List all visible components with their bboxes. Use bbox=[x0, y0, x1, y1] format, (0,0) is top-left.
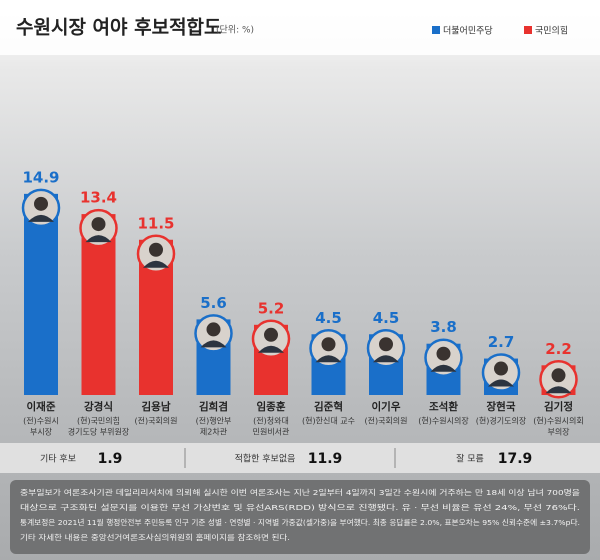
category-label: 이기우 bbox=[372, 400, 401, 413]
chart-title: 수원시장 여야 후보적합도 bbox=[16, 17, 222, 39]
photo-head bbox=[551, 368, 566, 383]
others-value: 11.9 bbox=[308, 451, 343, 467]
category-description: (현)수원시의장 bbox=[418, 416, 469, 426]
category-description: (현)수원시의회 bbox=[533, 416, 583, 426]
category-label: 장현국 bbox=[487, 400, 516, 413]
category-label: 김용남 bbox=[142, 400, 171, 413]
photo-head bbox=[494, 361, 508, 376]
others-label: 적합한 후보없음 bbox=[235, 453, 296, 465]
bar bbox=[24, 193, 58, 395]
header-band bbox=[0, 0, 600, 55]
category-description: (전)수원시 bbox=[23, 416, 59, 426]
category-label: 김준혁 bbox=[314, 400, 343, 413]
photo-body bbox=[85, 235, 112, 243]
photo-head bbox=[436, 346, 451, 361]
category-label: 이재준 bbox=[27, 400, 56, 413]
category-description: (전)행안부 bbox=[196, 416, 232, 426]
category-description: 경기도당 부위원장 bbox=[68, 427, 130, 437]
note-box bbox=[10, 480, 590, 554]
photo-head bbox=[206, 322, 221, 337]
value-label: 11.5 bbox=[137, 214, 174, 232]
legend-swatch bbox=[432, 26, 440, 34]
photo-body bbox=[373, 355, 399, 363]
photo-body bbox=[28, 214, 54, 222]
photo-body bbox=[545, 386, 572, 394]
photo-head bbox=[379, 337, 393, 352]
photo-head bbox=[91, 217, 106, 232]
value-label: 2.2 bbox=[545, 340, 572, 358]
photo-body bbox=[430, 364, 457, 372]
photo-head bbox=[264, 327, 278, 342]
note-line: 기타 자세한 내용은 중앙선거여론조사심의위원회 홈페이지를 참조하면 된다. bbox=[20, 533, 290, 542]
photo-head bbox=[149, 242, 163, 257]
photo-body bbox=[315, 355, 342, 363]
value-label: 4.5 bbox=[373, 309, 400, 327]
value-label: 14.9 bbox=[22, 168, 59, 186]
note-line: 통계보정은 2021년 11월 행정안전부 주민등록 인구 기준 성별 · 연령… bbox=[20, 518, 580, 527]
photo-body bbox=[143, 260, 169, 268]
category-description: (현)국민의힘 bbox=[77, 416, 120, 426]
photo-body bbox=[488, 379, 514, 387]
others-value: 1.9 bbox=[98, 451, 123, 467]
unit-label: (단위: %) bbox=[216, 25, 254, 36]
category-label: 조석환 bbox=[429, 400, 458, 413]
value-label: 3.8 bbox=[430, 318, 457, 336]
category-description: (전)국회의원 bbox=[134, 416, 177, 426]
value-label: 5.6 bbox=[200, 294, 227, 312]
note-line: 대상으로 구조화된 설문지를 이용한 무선 가상번호 및 유선ARS(RDD) … bbox=[20, 503, 580, 512]
value-label: 2.7 bbox=[488, 333, 515, 351]
category-description: (현)한신대 교수 bbox=[302, 417, 355, 426]
value-label: 4.5 bbox=[315, 309, 342, 327]
photo-head bbox=[321, 337, 336, 352]
value-label: 13.4 bbox=[80, 189, 117, 207]
category-description: 민원비서관 bbox=[253, 427, 290, 437]
category-label: 김희겸 bbox=[199, 400, 228, 413]
category-description: 부시장 bbox=[30, 427, 53, 437]
legend-label: 더불어민주당 bbox=[443, 26, 493, 37]
others-value: 17.9 bbox=[498, 451, 533, 467]
photo-head bbox=[34, 196, 48, 211]
others-label: 기타 후보 bbox=[40, 454, 76, 465]
photo-body bbox=[258, 345, 284, 353]
others-label: 잘 모름 bbox=[456, 453, 484, 465]
legend-label: 국민의힘 bbox=[535, 26, 568, 37]
category-label: 김기정 bbox=[544, 400, 573, 413]
note-line: 중부일보가 여론조사기관 데일리리서치에 의뢰해 실시한 이번 여론조사는 지난… bbox=[20, 488, 580, 497]
legend-swatch bbox=[524, 26, 532, 34]
category-description: (전)국회의원 bbox=[364, 416, 407, 426]
photo-body bbox=[200, 340, 227, 348]
category-description: (전)청와대 bbox=[253, 416, 289, 426]
category-label: 강경식 bbox=[84, 400, 113, 413]
category-description: (현)경기도의장 bbox=[476, 416, 527, 426]
category-description: 부의장 bbox=[547, 427, 570, 437]
value-label: 5.2 bbox=[258, 299, 285, 317]
category-description: 제2차관 bbox=[200, 427, 228, 437]
category-label: 임종훈 bbox=[257, 400, 286, 413]
others-band bbox=[0, 443, 600, 473]
